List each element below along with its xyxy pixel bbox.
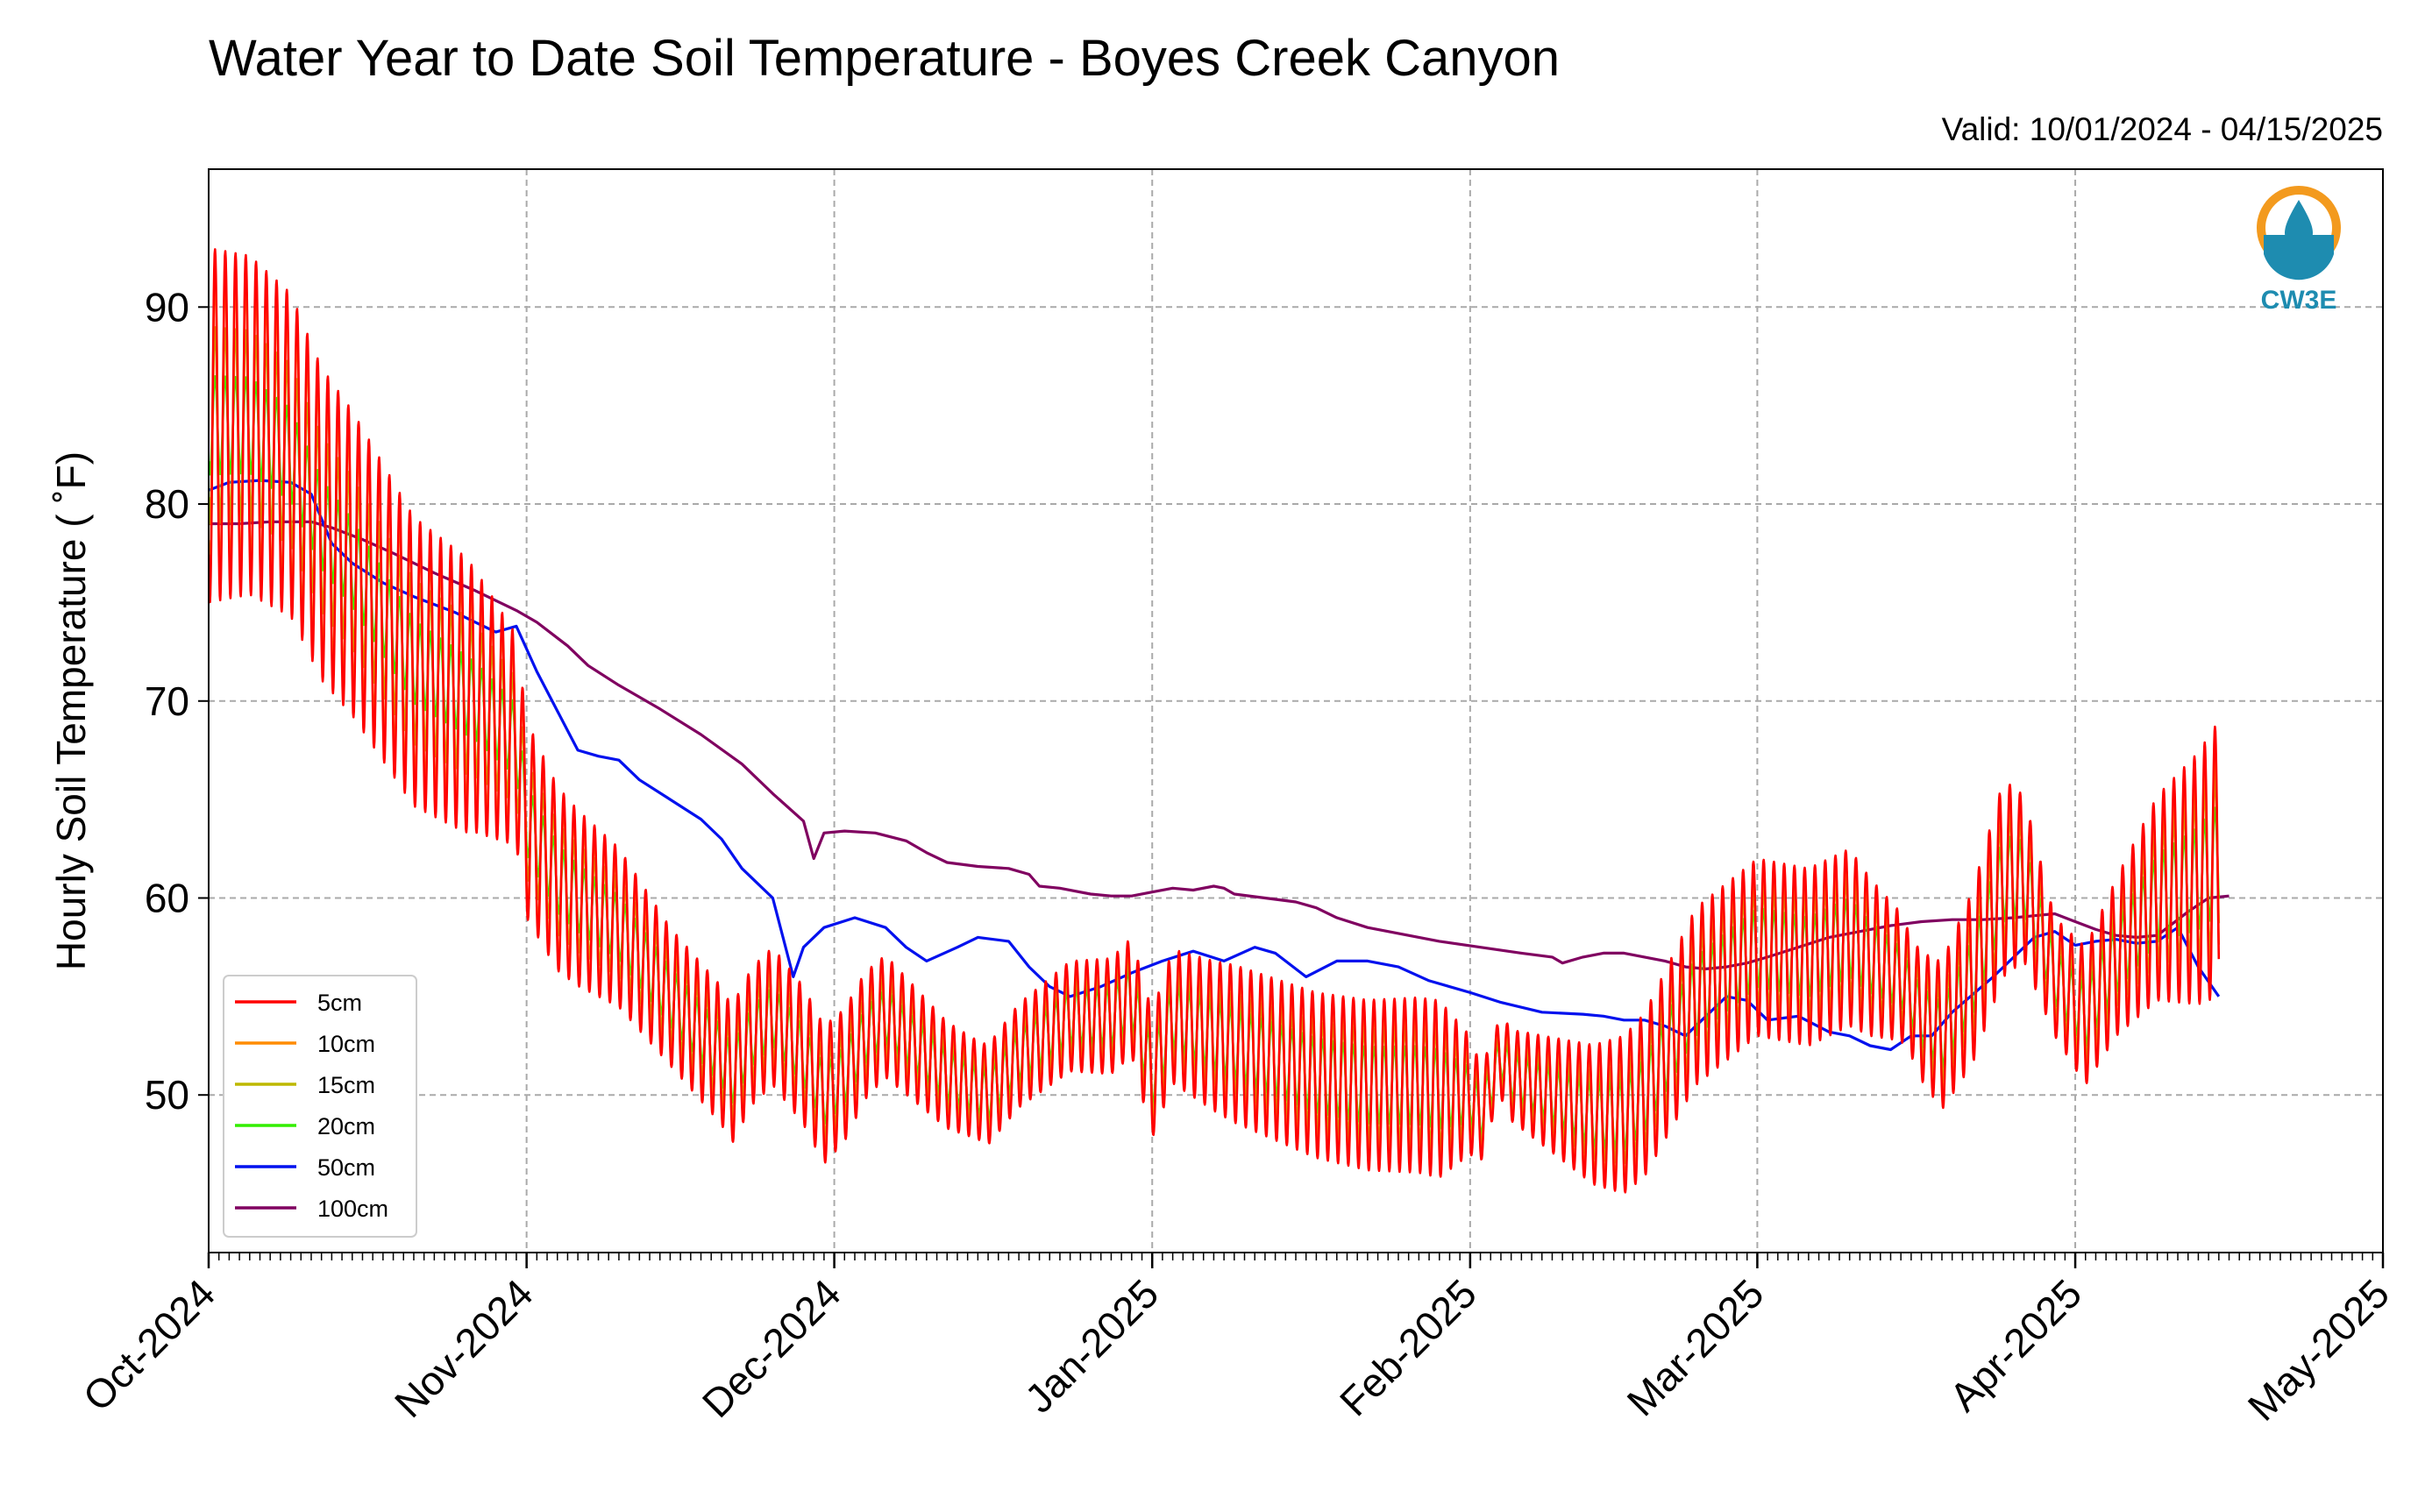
legend-label-15cm: 15cm [317,1072,375,1098]
series-layer [209,248,2230,1194]
y-axis-label: Hourly Soil Temperature ( ˚F) [48,451,94,970]
legend-label-50cm: 50cm [317,1154,375,1181]
grid-lines [209,169,2383,1253]
series-line-5cm [209,248,2221,1194]
legend-box [223,975,417,1238]
chart-title: Water Year to Date Soil Temperature - Bo… [209,30,1560,87]
plot-frame [208,168,2384,1253]
legend-label-20cm: 20cm [317,1113,375,1139]
logo-drop-icon [2285,200,2313,247]
legend-label-10cm: 10cm [317,1031,375,1057]
legend-label-5cm: 5cm [317,990,362,1016]
logo-text: CW3E [2261,286,2337,315]
series-line-100cm [209,520,2230,971]
y-tick-label: 80 [145,481,189,527]
y-tick-label: 50 [145,1072,189,1118]
y-tick-label: 90 [145,284,189,330]
cw3e-logo: CW3E [2257,186,2341,315]
y-tick-label: 70 [145,678,189,724]
legend-label-100cm: 100cm [317,1196,388,1222]
chart-subtitle: Valid: 10/01/2024 - 04/15/2025 [1942,111,2383,147]
y-tick-label: 60 [145,875,189,920]
legend: 5cm 10cm 15cm 20cm 50cm 100cm [223,975,417,1238]
logo-wave-band [2264,235,2334,280]
